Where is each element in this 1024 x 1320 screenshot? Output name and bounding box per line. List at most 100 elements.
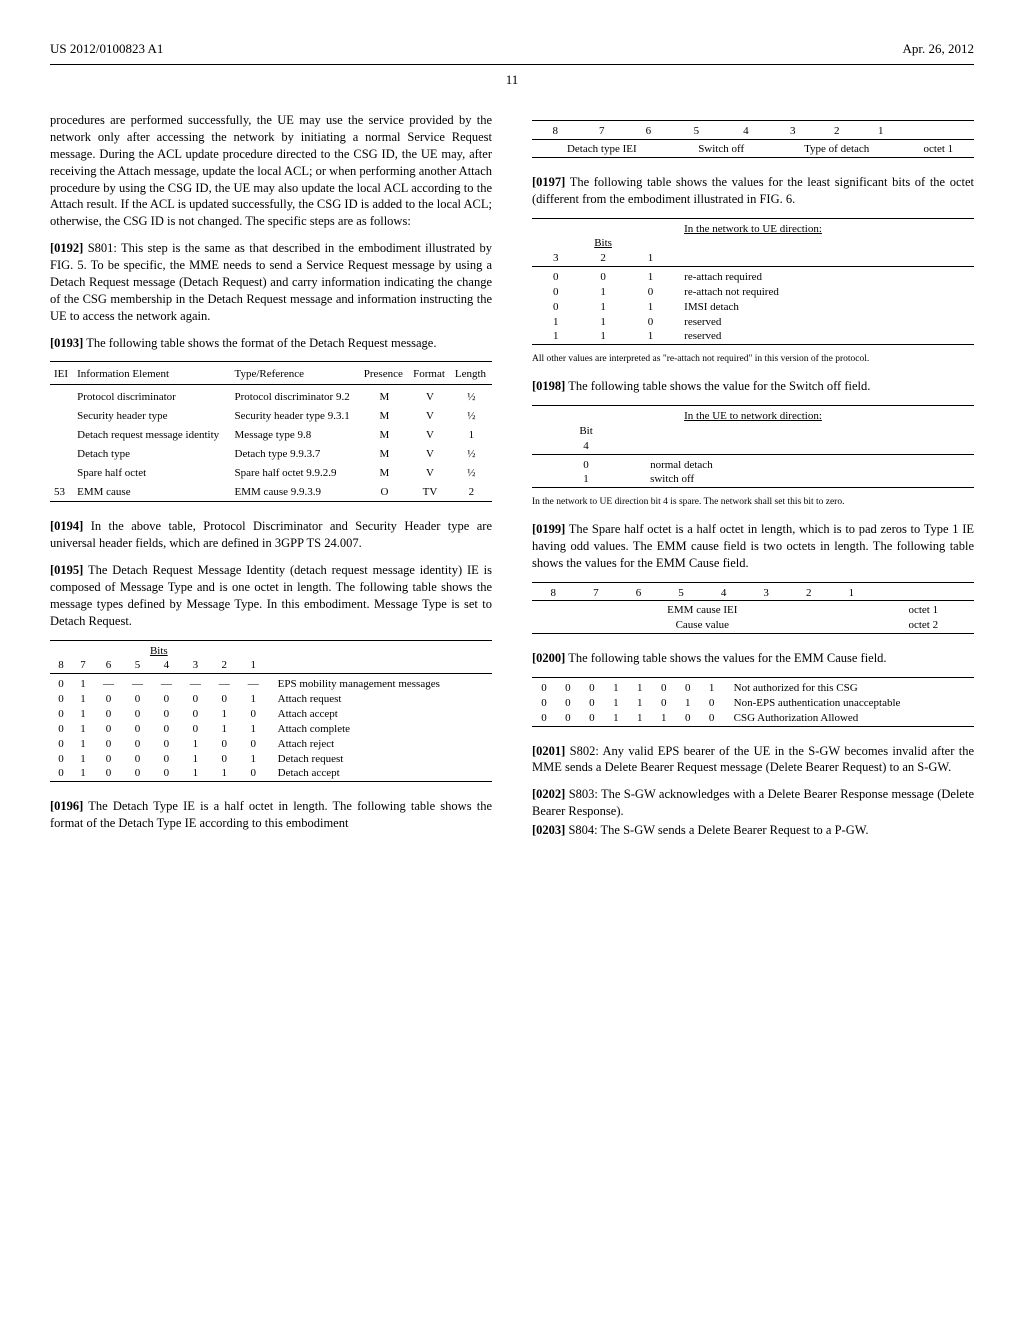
para-text: S802: Any valid EPS bearer of the UE in … bbox=[532, 744, 974, 775]
para-0203: [0203] S804: The S-GW sends a Delete Bea… bbox=[532, 822, 974, 839]
bit-cell: 1 bbox=[181, 752, 210, 767]
table-row: 01000100Attach reject bbox=[50, 737, 492, 752]
para-num: [0197] bbox=[532, 175, 565, 189]
table-row: Security header typeSecurity header type… bbox=[50, 407, 492, 426]
bit-cell: 1 bbox=[72, 677, 94, 692]
bit-cell: 0 bbox=[181, 692, 210, 707]
table-cell: 1 bbox=[451, 426, 492, 445]
para-text: The following table shows the value for … bbox=[565, 379, 870, 393]
para-text: S804: The S-GW sends a Delete Bearer Req… bbox=[565, 823, 868, 837]
bit-num: 6 bbox=[625, 124, 672, 139]
bit-cell: 0 bbox=[152, 692, 181, 707]
table-cell: V bbox=[409, 464, 451, 483]
switch-off-table: In the UE to network direction: Bit 4 0n… bbox=[532, 405, 974, 490]
para-0194: [0194] In the above table, Protocol Disc… bbox=[50, 518, 492, 552]
bit-num: 1 bbox=[239, 658, 268, 673]
bit-cell: 1 bbox=[532, 329, 579, 344]
para-text: The following table shows the format of … bbox=[83, 336, 436, 350]
table-cell: Spare half octet 9.9.2.9 bbox=[231, 464, 360, 483]
bit-cell: — bbox=[181, 677, 210, 692]
para-text: The Spare half octet is a half octet in … bbox=[532, 522, 974, 570]
msg-cell: Detach request bbox=[268, 752, 492, 767]
bit-cell: 0 bbox=[239, 707, 268, 722]
para-num: [0196] bbox=[50, 799, 83, 813]
bit-num: 8 bbox=[532, 124, 579, 139]
bit-cell: 0 bbox=[123, 722, 152, 737]
bit-cell: 0 bbox=[652, 696, 676, 711]
bit-cell: 1 bbox=[652, 711, 676, 726]
table-row: 010re-attach not required bbox=[532, 285, 974, 300]
table-cell: EMM cause 9.9.3.9 bbox=[231, 483, 360, 502]
table-cell: ½ bbox=[451, 388, 492, 407]
bit-cell: 0 bbox=[152, 722, 181, 737]
bit-num: 7 bbox=[575, 586, 618, 601]
patent-date: Apr. 26, 2012 bbox=[903, 40, 975, 58]
para-num: [0202] bbox=[532, 787, 565, 801]
table-cell: M bbox=[360, 388, 409, 407]
left-column: procedures are performed successfully, t… bbox=[50, 112, 492, 849]
para-0196: [0196] The Detach Type IE is a half octe… bbox=[50, 798, 492, 832]
table-row: 011IMSI detach bbox=[532, 300, 974, 315]
bit-cell: 0 bbox=[123, 707, 152, 722]
bit-cell: 1 bbox=[579, 300, 626, 315]
bit-cell: — bbox=[123, 677, 152, 692]
para-text: In the above table, Protocol Discriminat… bbox=[50, 519, 492, 550]
table-cell: ½ bbox=[451, 445, 492, 464]
bit-num: 5 bbox=[123, 658, 152, 673]
bit-cell: 1 bbox=[532, 472, 640, 487]
cause-value: Cause value bbox=[532, 618, 873, 633]
para-0201: [0201] S802: Any valid EPS bearer of the… bbox=[532, 743, 974, 777]
bit-cell: 0 bbox=[152, 766, 181, 781]
th-type: Type/Reference bbox=[231, 365, 360, 384]
bit-num: 7 bbox=[579, 124, 626, 139]
para-0198: [0198] The following table shows the val… bbox=[532, 378, 974, 395]
para-num: [0203] bbox=[532, 823, 565, 837]
right-column: 87654321 Detach type IEI Switch off Type… bbox=[532, 112, 974, 849]
table-cell: 2 bbox=[451, 483, 492, 502]
bit-cell: 1 bbox=[700, 681, 724, 696]
th-fmt: Format bbox=[409, 365, 451, 384]
table-cell: V bbox=[409, 388, 451, 407]
table-row: 01000101Detach request bbox=[50, 752, 492, 767]
table-cell: O bbox=[360, 483, 409, 502]
table-row: 53EMM causeEMM cause 9.9.3.9OTV2 bbox=[50, 483, 492, 502]
bit-cell: 1 bbox=[676, 696, 700, 711]
table-cell: Detach request message identity bbox=[73, 426, 230, 445]
table-cell: Detach type 9.9.3.7 bbox=[231, 445, 360, 464]
para-0193: [0193] The following table shows the for… bbox=[50, 335, 492, 352]
detach-type-ie-table: 87654321 Detach type IEI Switch off Type… bbox=[532, 120, 974, 160]
bit-cell: 0 bbox=[627, 285, 674, 300]
bit-cell: 0 bbox=[556, 681, 580, 696]
table-row: 1switch off bbox=[532, 472, 974, 487]
bit-cell: 0 bbox=[627, 315, 674, 330]
bit-cell: 0 bbox=[152, 707, 181, 722]
msg-cell: EPS mobility management messages bbox=[268, 677, 492, 692]
bit-cell: 0 bbox=[181, 707, 210, 722]
bit-cell: 1 bbox=[239, 722, 268, 737]
bit-num: 2 bbox=[787, 586, 830, 601]
bit1: 1 bbox=[627, 251, 674, 266]
table-cell: Detach type bbox=[73, 445, 230, 464]
bit-cell: 1 bbox=[627, 270, 674, 285]
bit-num: 3 bbox=[181, 658, 210, 673]
bit-num: 6 bbox=[617, 586, 660, 601]
table-row: 01000001Attach request bbox=[50, 692, 492, 707]
table-row: 01000010Attach accept bbox=[50, 707, 492, 722]
bit-cell: 0 bbox=[50, 677, 72, 692]
table-row: Detach request message identityMessage t… bbox=[50, 426, 492, 445]
msg-cell: re-attach required bbox=[674, 270, 974, 285]
table-cell: Spare half octet bbox=[73, 464, 230, 483]
bit-cell: 1 bbox=[604, 681, 628, 696]
bit-cell: 0 bbox=[50, 766, 72, 781]
bit-cell: 0 bbox=[532, 300, 579, 315]
bit-num: 3 bbox=[745, 586, 788, 601]
bit-cell: — bbox=[152, 677, 181, 692]
page-number: 11 bbox=[50, 71, 974, 89]
bit-cell: 0 bbox=[94, 766, 123, 781]
msg-cell: CSG Authorization Allowed bbox=[724, 711, 974, 726]
para-num: [0194] bbox=[50, 519, 83, 533]
bit-cell: 0 bbox=[94, 737, 123, 752]
bit-num: 4 bbox=[152, 658, 181, 673]
direction-label: In the network to UE direction: bbox=[532, 222, 974, 237]
bit-cell: 0 bbox=[532, 458, 640, 473]
